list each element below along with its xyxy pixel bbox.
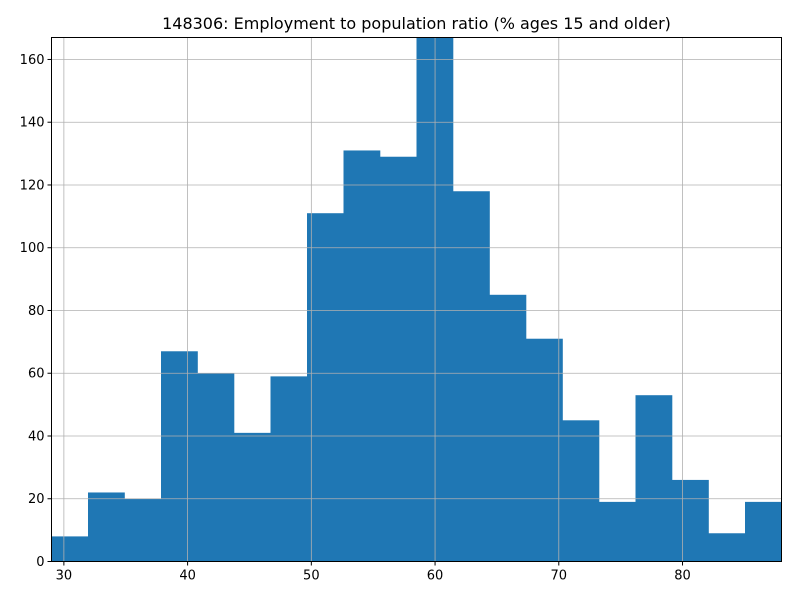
histogram-bar — [672, 479, 709, 562]
chart-title: 148306: Employment to population ratio (… — [162, 14, 671, 33]
histogram-bar — [562, 420, 600, 562]
histogram-bar — [635, 395, 673, 562]
x-tick-label: 60 — [427, 569, 444, 584]
y-tick-label: 80 — [28, 304, 45, 319]
y-tick-label: 60 — [28, 367, 45, 382]
histogram-bar — [708, 533, 746, 562]
histogram-bar — [124, 498, 162, 562]
histogram-bar — [489, 294, 527, 562]
y-tick-label: 40 — [28, 429, 45, 444]
grid-overlay-layer — [51, 37, 782, 562]
bars-layer — [51, 37, 782, 562]
y-tick-label: 140 — [20, 116, 45, 131]
histogram-bar — [343, 150, 381, 562]
histogram-bar — [88, 492, 125, 562]
histogram-bar — [51, 536, 89, 562]
histogram-bar — [745, 501, 782, 562]
histogram-bar — [380, 156, 417, 562]
histogram-bar — [234, 432, 271, 562]
histogram-bar — [526, 338, 563, 562]
y-tick-label: 100 — [20, 241, 45, 256]
histogram-bar — [307, 213, 344, 562]
x-tick-label: 30 — [56, 569, 73, 584]
y-tick-label: 0 — [36, 555, 44, 570]
x-tick-label: 50 — [303, 569, 320, 584]
histogram-bar — [161, 351, 198, 562]
ticks-layer: 30 40 50 60 70 80 0 20 40 60 80 100 120 140 160 — [20, 53, 691, 584]
histogram-bar — [270, 376, 308, 562]
histogram-bar — [599, 501, 636, 562]
y-tick-label: 20 — [28, 492, 45, 507]
x-tick-label: 40 — [179, 569, 196, 584]
x-tick-label: 80 — [674, 569, 691, 584]
histogram-bar — [453, 191, 490, 562]
plot-frame — [51, 37, 782, 562]
histogram-bar — [197, 373, 235, 562]
x-tick-label: 70 — [551, 569, 568, 584]
y-tick-label: 120 — [20, 178, 45, 193]
y-tick-label: 160 — [20, 53, 45, 68]
